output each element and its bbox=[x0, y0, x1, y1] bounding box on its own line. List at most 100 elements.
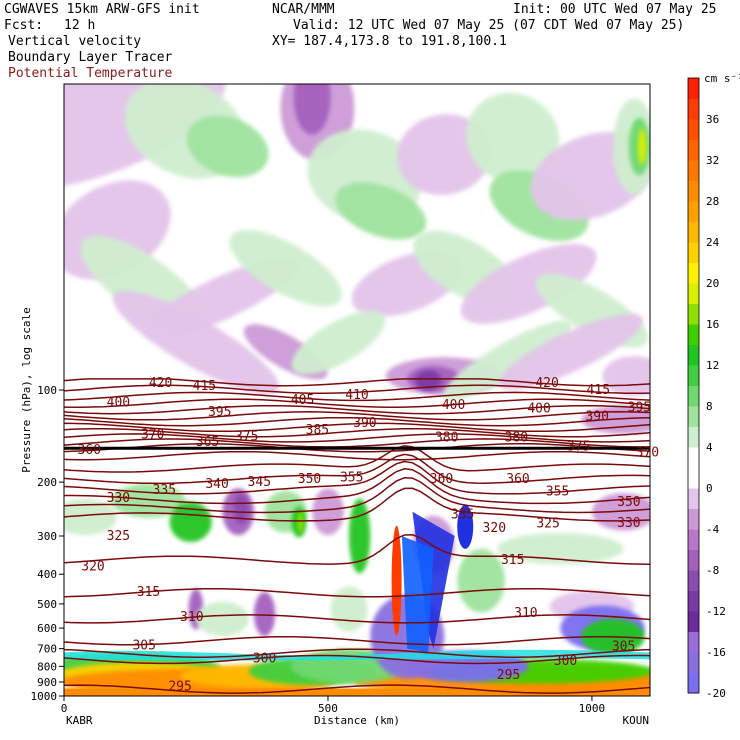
y-tick-label: 100 bbox=[37, 384, 57, 397]
isentrope-label: 335 bbox=[153, 483, 176, 498]
velocity-core bbox=[457, 504, 474, 549]
isentrope-405 bbox=[64, 398, 650, 408]
colorbar-tick-label: 20 bbox=[706, 277, 719, 290]
colorbar-swatch bbox=[688, 365, 699, 386]
isentrope-label: 340 bbox=[205, 477, 228, 492]
isentrope-label: 330 bbox=[617, 516, 640, 531]
isentrope-380 bbox=[64, 428, 650, 438]
isentrope-label: 345 bbox=[248, 475, 271, 490]
isentrope-325 bbox=[64, 534, 650, 565]
y-tick-label: 500 bbox=[37, 598, 57, 611]
org-label: NCAR/MMM bbox=[272, 2, 335, 17]
isentrope-305 bbox=[64, 654, 650, 665]
colorbar-swatch bbox=[688, 283, 699, 304]
isentrope-label: 405 bbox=[291, 393, 314, 408]
isentrope-label: 380 bbox=[435, 431, 458, 446]
x-axis-title: Distance (km) bbox=[314, 714, 400, 727]
velocity-cell bbox=[460, 243, 597, 324]
isentrope-label: 295 bbox=[168, 679, 191, 694]
y-tick-label: 600 bbox=[37, 622, 57, 635]
velocity-cell bbox=[293, 84, 331, 135]
potential-temperature-contours bbox=[64, 378, 650, 694]
velocity-cell bbox=[64, 84, 227, 190]
cross-section-coords: XY= 187.4,173.8 to 191.8,100.1 bbox=[272, 34, 507, 49]
x-tick-label: 0 bbox=[61, 702, 68, 715]
isentrope-label: 320 bbox=[81, 559, 104, 574]
colorbar-swatch bbox=[688, 549, 699, 571]
isentrope-label: 330 bbox=[107, 491, 130, 506]
isentrope-label: 395 bbox=[628, 400, 651, 415]
valid-time: Valid: 12 UTC Wed 07 May 25 (07 CDT Wed … bbox=[293, 18, 685, 33]
x-tick-label: 500 bbox=[318, 702, 338, 715]
velocity-cell bbox=[335, 182, 427, 240]
colorbar-swatch bbox=[688, 529, 699, 550]
isentrope-label: 400 bbox=[527, 402, 550, 417]
colorbar-tick-label: -16 bbox=[706, 646, 726, 659]
y-tick-label: 200 bbox=[37, 476, 57, 489]
isentrope-label: 415 bbox=[193, 379, 216, 394]
isentrope-label: 315 bbox=[137, 585, 160, 600]
colorbar-swatch bbox=[688, 180, 699, 202]
colorbar-swatch bbox=[688, 344, 699, 366]
colorbar-swatch bbox=[688, 78, 699, 99]
isentrope-label: 360 bbox=[78, 443, 101, 458]
isentrope-label: 420 bbox=[535, 376, 558, 391]
isentrope-label: 350 bbox=[298, 472, 321, 487]
velocity-cell bbox=[186, 115, 269, 178]
forecast-hour: 12 h bbox=[64, 18, 96, 33]
colorbar-swatch bbox=[688, 119, 699, 140]
field-potential-temperature: Potential Temperature bbox=[8, 66, 173, 81]
y-tick-label: 700 bbox=[37, 643, 57, 656]
isentrope-345 bbox=[64, 460, 650, 495]
isentrope-label: 410 bbox=[345, 388, 368, 403]
isentrope-label: 350 bbox=[617, 495, 640, 510]
velocity-cell bbox=[64, 498, 117, 536]
isentrope-385 bbox=[64, 422, 650, 433]
isentrope-375 bbox=[64, 433, 650, 443]
colorbar-tick-label: 24 bbox=[706, 236, 720, 249]
colorbar-swatch bbox=[688, 590, 699, 612]
velocity-cell bbox=[637, 128, 647, 165]
isentrope-label: 380 bbox=[505, 431, 528, 446]
field-boundary-layer-tracer: Boundary Layer Tracer bbox=[8, 50, 173, 65]
velocity-cell bbox=[312, 488, 344, 536]
colorbar-tick-label: -8 bbox=[706, 564, 719, 577]
colorbar-swatch bbox=[688, 426, 699, 448]
isentrope-label: 400 bbox=[442, 398, 465, 413]
colorbar-tick-label: 8 bbox=[706, 400, 713, 413]
y-tick-label: 400 bbox=[37, 568, 57, 581]
colorbar-swatch bbox=[688, 139, 699, 161]
velocity-cell bbox=[602, 356, 650, 396]
isentrope-355 bbox=[64, 445, 650, 473]
isentrope-365 bbox=[64, 443, 650, 453]
colorbar-tick-label: -4 bbox=[706, 523, 720, 536]
surface-layer bbox=[64, 688, 650, 696]
velocity-cell bbox=[442, 320, 573, 401]
isentrope-350 bbox=[64, 453, 650, 485]
isentrope-label: 315 bbox=[501, 553, 524, 568]
colorbar-swatch bbox=[688, 221, 699, 243]
velocity-cell bbox=[112, 290, 280, 395]
isentrope-label: 400 bbox=[107, 396, 130, 411]
colorbar-swatch bbox=[688, 324, 699, 345]
isentrope-410 bbox=[64, 391, 650, 402]
init-time: Init: 00 UTC Wed 07 May 25 bbox=[513, 2, 717, 17]
isentrope-label: 300 bbox=[554, 654, 577, 669]
y-tick-label: 800 bbox=[37, 660, 57, 673]
isentrope-390 bbox=[64, 416, 650, 427]
isentrope-label: 320 bbox=[483, 521, 506, 536]
isentrope-300 bbox=[64, 648, 650, 658]
isentrope-360 bbox=[64, 450, 650, 461]
velocity-cell bbox=[466, 92, 560, 183]
isentrope-340 bbox=[64, 468, 650, 505]
field-vertical-velocity: Vertical velocity bbox=[8, 34, 142, 49]
colorbar-tick-label: 36 bbox=[706, 113, 719, 126]
isentrope-310 bbox=[64, 635, 650, 646]
velocity-cell bbox=[498, 313, 644, 390]
colorbar-swatch bbox=[688, 98, 699, 120]
colorbar-tick-label: 16 bbox=[706, 318, 719, 331]
isentrope-label: 310 bbox=[514, 606, 537, 621]
velocity-cell bbox=[169, 502, 212, 542]
colorbar-swatch bbox=[688, 262, 699, 284]
